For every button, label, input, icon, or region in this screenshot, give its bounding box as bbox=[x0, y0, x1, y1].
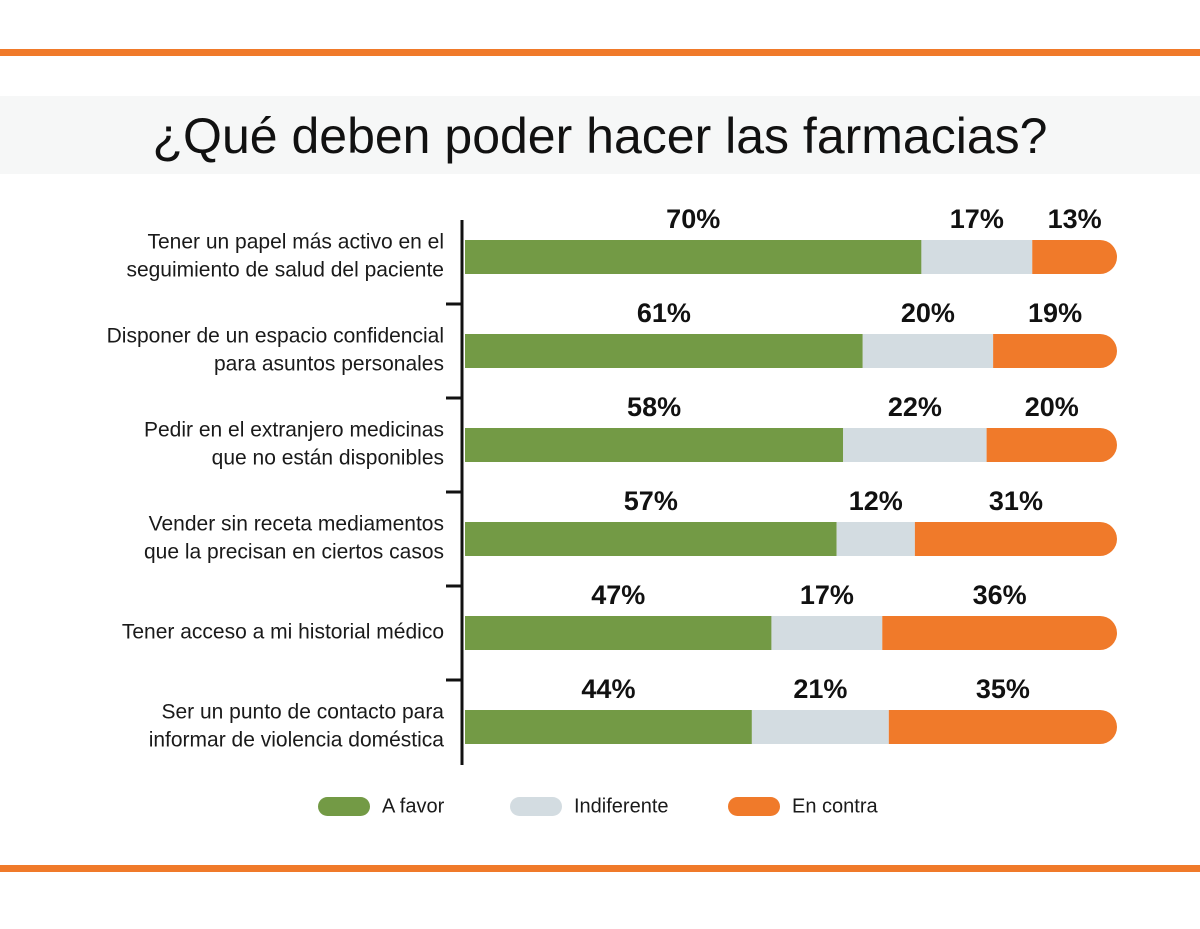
value-label: 17% bbox=[950, 204, 1004, 234]
category-label: Tener un papel más activo en el bbox=[147, 231, 444, 254]
category-label: que la precisan en ciertos casos bbox=[144, 541, 444, 564]
value-label: 13% bbox=[1048, 204, 1102, 234]
value-label: 44% bbox=[581, 674, 635, 704]
value-label: 20% bbox=[1025, 392, 1079, 422]
bar-segment bbox=[465, 428, 844, 462]
bar-segment bbox=[465, 616, 772, 650]
value-label: 36% bbox=[973, 580, 1027, 610]
bar-segment bbox=[914, 522, 1117, 556]
value-label: 22% bbox=[888, 392, 942, 422]
bar-segment bbox=[771, 616, 883, 650]
legend-label: Indiferente bbox=[574, 795, 669, 817]
value-label: 58% bbox=[627, 392, 681, 422]
bar-segment bbox=[465, 334, 863, 368]
bar-segment bbox=[882, 616, 1117, 650]
bar-segment bbox=[986, 428, 1117, 462]
bar-segment bbox=[1032, 240, 1117, 274]
legend-swatch bbox=[318, 797, 370, 816]
top-rule bbox=[0, 49, 1200, 56]
bar-segment bbox=[465, 710, 752, 744]
bar-segment bbox=[465, 240, 922, 274]
category-label: Disponer de un espacio confidencial bbox=[107, 325, 444, 348]
category-label: Tener acceso a mi historial médico bbox=[122, 621, 444, 644]
bar-segment bbox=[843, 428, 987, 462]
bar-segment bbox=[888, 710, 1117, 744]
value-label: 17% bbox=[800, 580, 854, 610]
category-label: Pedir en el extranjero medicinas bbox=[144, 419, 444, 442]
bar-segment bbox=[862, 334, 994, 368]
legend-swatch bbox=[728, 797, 780, 816]
value-label: 12% bbox=[849, 486, 903, 516]
value-label: 57% bbox=[624, 486, 678, 516]
value-label: 20% bbox=[901, 298, 955, 328]
title-band bbox=[0, 96, 1200, 174]
value-label: 31% bbox=[989, 486, 1043, 516]
bar-segment bbox=[465, 522, 837, 556]
bottom-rule bbox=[0, 865, 1200, 872]
category-label: seguimiento de salud del paciente bbox=[126, 259, 444, 282]
chart-title: ¿Qué deben poder hacer las farmacias? bbox=[153, 108, 1048, 164]
value-label: 21% bbox=[793, 674, 847, 704]
legend-label: A favor bbox=[382, 795, 445, 817]
category-label: Vender sin receta mediamentos bbox=[149, 513, 444, 536]
category-label: para asuntos personales bbox=[214, 353, 444, 376]
value-label: 70% bbox=[666, 204, 720, 234]
category-label: que no están disponibles bbox=[212, 447, 444, 470]
bar-segment bbox=[836, 522, 915, 556]
value-label: 47% bbox=[591, 580, 645, 610]
value-label: 61% bbox=[637, 298, 691, 328]
legend-swatch bbox=[510, 797, 562, 816]
value-label: 35% bbox=[976, 674, 1030, 704]
category-label: Ser un punto de contacto para bbox=[161, 701, 444, 724]
legend-label: En contra bbox=[792, 795, 878, 817]
bar-segment bbox=[921, 240, 1033, 274]
value-label: 19% bbox=[1028, 298, 1082, 328]
category-label: informar de violencia doméstica bbox=[149, 729, 445, 752]
bar-segment bbox=[993, 334, 1117, 368]
bar-segment bbox=[751, 710, 889, 744]
